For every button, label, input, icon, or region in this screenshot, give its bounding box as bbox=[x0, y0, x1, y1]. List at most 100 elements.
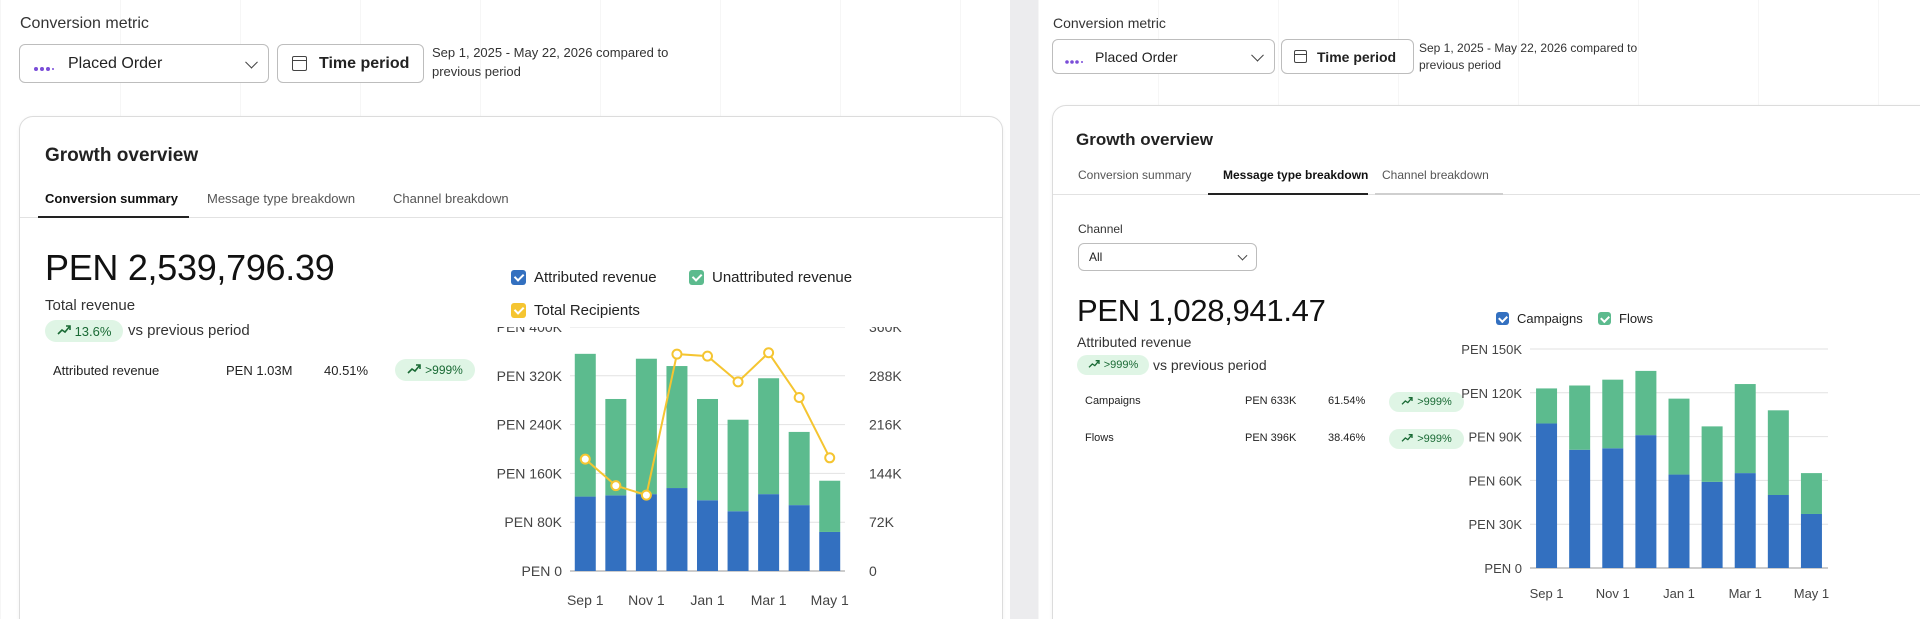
bar-campaigns bbox=[1668, 474, 1690, 568]
row-change-pill: >999% bbox=[395, 359, 475, 381]
tab-channel-breakdown[interactable]: Channel breakdown bbox=[393, 191, 509, 206]
conversion-metric-select[interactable]: Placed Order bbox=[19, 44, 269, 83]
period-text: Sep 1, 2025 - May 22, 2026 compared to p… bbox=[1419, 41, 1638, 73]
left-panel: Conversion metric Placed Order Time peri… bbox=[0, 0, 1010, 619]
attributed-revenue-value: PEN 1,028,941.47 bbox=[1077, 293, 1326, 328]
point-total-recipients bbox=[579, 453, 591, 465]
bar-campaigns bbox=[1602, 448, 1624, 568]
conversion-metric-label: Conversion metric bbox=[20, 15, 149, 32]
bar-flows bbox=[1800, 473, 1822, 514]
tab-channel-breakdown[interactable]: Channel breakdown bbox=[1382, 168, 1489, 182]
row-change-pill: >999% bbox=[1389, 429, 1464, 449]
y2-tick-label: 72K bbox=[869, 514, 895, 530]
legend-label: Attributed revenue bbox=[534, 269, 657, 286]
bar-unattributed-revenue bbox=[758, 378, 780, 495]
trend-up-icon bbox=[1088, 359, 1100, 372]
x-tick-label: Jan 1 bbox=[690, 592, 724, 608]
trend-up-icon bbox=[407, 363, 421, 378]
row-pct: 38.46% bbox=[1328, 432, 1366, 444]
legend-unattributed-revenue[interactable]: Unattributed revenue bbox=[689, 269, 852, 286]
trend-up-icon bbox=[1401, 433, 1413, 446]
bar-attributed-revenue bbox=[605, 495, 627, 571]
x-tick-label: May 1 bbox=[1794, 586, 1829, 601]
checkbox-icon bbox=[511, 270, 526, 285]
y-tick-label: PEN 0 bbox=[1484, 561, 1522, 576]
tab-rule bbox=[20, 217, 1002, 218]
card-title: Growth overview bbox=[1076, 130, 1213, 149]
active-tab-underline bbox=[1208, 193, 1368, 195]
row-value: PEN 396K bbox=[1245, 432, 1297, 444]
row-value: PEN 633K bbox=[1245, 395, 1297, 407]
bar-attributed-revenue bbox=[666, 488, 688, 571]
change-pill: 13.6% bbox=[45, 320, 123, 342]
point-total-recipients bbox=[793, 391, 805, 403]
time-period-button[interactable]: Time period bbox=[1281, 39, 1414, 74]
bar-campaigns bbox=[1767, 495, 1789, 568]
legend-label: Total Recipients bbox=[534, 302, 640, 319]
bar-flows bbox=[1668, 398, 1690, 475]
x-tick-label: Nov 1 bbox=[628, 592, 665, 608]
bar-flows bbox=[1536, 388, 1558, 424]
bar-attributed-revenue bbox=[819, 531, 841, 571]
metric-select-value: Placed Order bbox=[68, 54, 163, 72]
calendar-icon bbox=[1294, 50, 1307, 63]
right-panel: Conversion metric Placed Order Time peri… bbox=[1038, 0, 1920, 619]
y2-tick-label: 0 bbox=[869, 563, 877, 579]
y-tick-label: PEN 240K bbox=[497, 417, 563, 433]
tab-conversion-summary[interactable]: Conversion summary bbox=[1078, 168, 1192, 182]
checkbox-icon bbox=[511, 303, 526, 318]
growth-overview-card: Growth overview Conversion summary Messa… bbox=[19, 116, 1003, 619]
bar-flows bbox=[1701, 426, 1723, 482]
bar-campaigns bbox=[1536, 423, 1558, 568]
y-tick-label: PEN 320K bbox=[497, 368, 563, 384]
checkbox-icon bbox=[1598, 312, 1611, 325]
time-period-label: Time period bbox=[319, 54, 410, 72]
bar-unattributed-revenue bbox=[819, 480, 841, 532]
placed-order-icon bbox=[34, 60, 54, 71]
row-name: Attributed revenue bbox=[53, 363, 160, 378]
bar-unattributed-revenue bbox=[697, 398, 718, 501]
y-tick-label: PEN 0 bbox=[522, 563, 563, 579]
x-tick-label: May 1 bbox=[811, 592, 849, 608]
bar-campaigns bbox=[1569, 449, 1591, 568]
bar-attributed-revenue bbox=[727, 511, 749, 571]
tab-rule bbox=[1053, 194, 1920, 195]
x-tick-label: Nov 1 bbox=[1596, 586, 1630, 601]
point-total-recipients bbox=[732, 376, 744, 388]
channel-select-value: All bbox=[1089, 250, 1103, 264]
bar-flows bbox=[1569, 385, 1591, 450]
bar-attributed-revenue bbox=[635, 494, 657, 571]
change-pill: >999% bbox=[1077, 355, 1149, 375]
vs-previous-label: vs previous period bbox=[1153, 357, 1267, 373]
bar-attributed-revenue bbox=[574, 496, 596, 571]
change-pill-value: 13.6% bbox=[74, 323, 112, 339]
legend-label: Campaigns bbox=[1517, 311, 1583, 326]
legend-flows[interactable]: Flows bbox=[1598, 311, 1653, 326]
bar-attributed-revenue bbox=[788, 505, 810, 571]
tab-message-type-breakdown[interactable]: Message type breakdown bbox=[207, 191, 356, 206]
tab-conversion-summary[interactable]: Conversion summary bbox=[45, 191, 178, 206]
legend-attributed-revenue[interactable]: Attributed revenue bbox=[511, 269, 657, 286]
point-total-recipients bbox=[763, 347, 775, 359]
total-revenue-label: Total revenue bbox=[45, 297, 136, 314]
legend-campaigns[interactable]: Campaigns bbox=[1496, 311, 1583, 326]
point-total-recipients bbox=[824, 452, 836, 464]
row-pct: 40.51% bbox=[324, 363, 369, 378]
bar-campaigns bbox=[1701, 481, 1723, 568]
time-period-label: Time period bbox=[1317, 48, 1397, 65]
y-tick-label: PEN 30K bbox=[1469, 517, 1523, 532]
y-tick-label: PEN 150K bbox=[1461, 342, 1522, 357]
row-pct: 61.54% bbox=[1328, 395, 1366, 407]
tab-message-type-breakdown[interactable]: Message type breakdown bbox=[1223, 168, 1369, 182]
channel-select[interactable]: All bbox=[1078, 243, 1257, 271]
time-period-button[interactable]: Time period bbox=[277, 44, 424, 83]
row-value: PEN 1.03M bbox=[226, 363, 293, 378]
panel-divider bbox=[1010, 0, 1038, 619]
legend-total-recipients[interactable]: Total Recipients bbox=[511, 302, 640, 319]
conversion-metric-select[interactable]: Placed Order bbox=[1052, 39, 1275, 74]
x-tick-label: Sep 1 bbox=[1530, 586, 1564, 601]
trend-up-icon bbox=[56, 324, 71, 339]
bar-campaigns bbox=[1734, 473, 1756, 568]
bar-unattributed-revenue bbox=[727, 419, 749, 512]
y-tick-label: PEN 120K bbox=[1461, 386, 1522, 401]
